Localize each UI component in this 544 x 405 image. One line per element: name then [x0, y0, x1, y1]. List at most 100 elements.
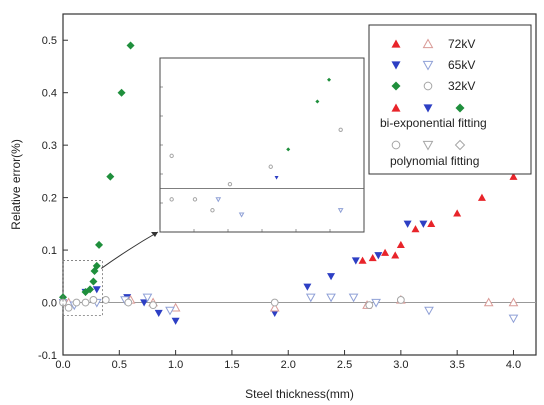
series-group: [69, 293, 519, 324]
data-point: [305, 293, 316, 303]
series-group: [59, 41, 135, 302]
data-point: [81, 298, 90, 307]
y-tick-label: -0.1: [38, 350, 57, 362]
x-tick-label: 0.5: [112, 359, 127, 371]
data-point: [368, 253, 377, 262]
y-tick-label: 0.1: [42, 245, 57, 257]
legend-fit-label: bi-exponential fitting: [380, 116, 487, 130]
zoom-region-rect: [62, 260, 103, 317]
data-point: [59, 298, 67, 307]
data-point: [149, 301, 157, 310]
zoom-arrow: [101, 231, 159, 269]
data-point: [101, 296, 110, 304]
data-point: [72, 298, 81, 307]
legend-label: 65kV: [448, 58, 475, 72]
data-point: [92, 261, 101, 270]
inset-point: [238, 212, 245, 218]
x-tick-label: 2.5: [337, 359, 352, 371]
data-point: [171, 317, 180, 325]
data-point: [419, 220, 428, 228]
series-group: [358, 172, 518, 264]
data-point: [270, 309, 279, 318]
data-point: [453, 209, 462, 217]
data-point: [269, 302, 280, 312]
y-tick-label: 0.5: [42, 35, 57, 47]
legend-marker-hollow: [423, 81, 433, 91]
inset-point: [315, 99, 320, 104]
legend-marker-hollow: [422, 38, 434, 49]
inset-point: [227, 181, 233, 187]
inset-point: [337, 208, 344, 214]
data-point: [124, 298, 133, 307]
legend-marker-filled: [391, 81, 401, 91]
legend: 72kV 65kV 32kV bi-exponential fitting polyno…: [368, 24, 532, 175]
x-tick-label: 3.5: [450, 359, 465, 371]
data-point: [154, 309, 163, 318]
data-point: [92, 286, 101, 294]
data-point: [365, 301, 374, 310]
zoom-region-box: [62, 231, 159, 317]
y-tick-label: 0.0: [42, 298, 57, 310]
data-point: [327, 273, 336, 281]
data-points: [59, 41, 519, 325]
inset-point: [192, 197, 198, 202]
y-axis-title: Relative error(%): [9, 139, 23, 230]
data-point: [64, 303, 73, 312]
data-point: [477, 193, 486, 201]
inset-point: [169, 197, 174, 202]
legend-marker-hollow: [422, 60, 434, 71]
data-point: [303, 283, 312, 291]
x-tick-label: 3.0: [393, 359, 408, 371]
data-point: [403, 220, 412, 228]
data-point: [381, 248, 390, 256]
inset-point: [215, 197, 222, 203]
legend-label: 72kV: [448, 37, 475, 51]
data-point: [374, 252, 383, 260]
data-point: [351, 257, 360, 265]
data-point: [391, 251, 400, 259]
series-group: [59, 296, 405, 312]
data-point: [117, 88, 126, 97]
legend-fit-label: polynomial fitting: [390, 154, 479, 168]
data-point: [348, 293, 359, 303]
legend-marker-poly: [422, 140, 434, 151]
x-tick-label: 2.0: [281, 359, 296, 371]
inset-point: [169, 153, 174, 159]
x-tick-label: 4.0: [506, 359, 521, 371]
data-point: [411, 225, 420, 233]
data-point: [396, 296, 405, 304]
data-point: [509, 172, 518, 180]
axis-ticks: 0.0 0.5 1.0 1.5 2.0 2.5 3.0 3.5 4.0-0.10.00.10.2…: [38, 35, 521, 371]
data-point: [142, 293, 153, 303]
data-point: [358, 256, 367, 264]
y-tick-label: 0.3: [42, 140, 57, 152]
legend-marker-poly: [454, 139, 466, 151]
data-point: [371, 298, 381, 308]
x-tick-label: 0.0: [55, 359, 70, 371]
legend-marker-filled: [391, 39, 401, 48]
x-tick-label: 1.0: [168, 359, 183, 371]
data-point: [396, 240, 405, 249]
x-tick-label: 1.5: [224, 359, 239, 371]
data-point: [483, 297, 494, 307]
legend-label: 32kV: [448, 79, 475, 93]
inset-point: [327, 77, 332, 82]
data-point: [270, 298, 279, 307]
data-point: [89, 296, 98, 304]
legend-marker-biexp: [423, 104, 433, 113]
data-point: [165, 306, 175, 316]
inset-point: [338, 127, 343, 132]
data-point: [86, 285, 95, 294]
data-point: [326, 293, 336, 303]
y-tick-label: 0.4: [42, 88, 57, 100]
inset-point: [268, 164, 273, 169]
inset-point: [286, 147, 291, 152]
inset-plot: [159, 57, 365, 233]
inset-point: [274, 176, 279, 180]
x-axis-title: Steel thickness(mm): [245, 387, 354, 401]
inset-frame: [159, 57, 365, 233]
data-point: [427, 219, 436, 228]
data-point: [89, 277, 98, 286]
data-point: [106, 172, 115, 181]
